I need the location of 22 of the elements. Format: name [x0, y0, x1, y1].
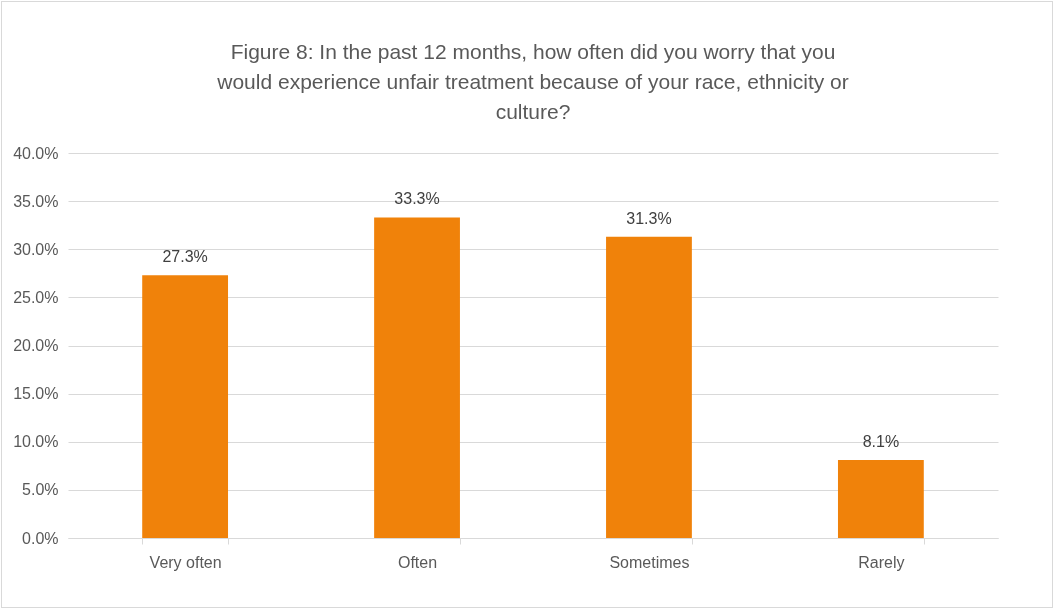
- x-tick-label: Very often: [149, 553, 222, 571]
- y-tick-label: 5.0%: [22, 481, 59, 499]
- bar: [142, 275, 229, 538]
- bar: [837, 460, 924, 538]
- y-tick-label: 40.0%: [13, 144, 59, 162]
- x-tick-label: Often: [397, 553, 438, 571]
- data-label: 33.3%: [394, 190, 440, 208]
- data-label: 27.3%: [162, 248, 208, 266]
- bar: [606, 236, 692, 538]
- x-tick-label: Sometimes: [609, 553, 690, 571]
- chart-title: Figure 8: In the past 12 months, how often did you worry that you would experience unfair treatment because of your race, ethnicity or culture?: [216, 40, 849, 123]
- data-label: 31.3%: [626, 209, 672, 227]
- bar: [374, 217, 460, 538]
- y-tick-label: 35.0%: [13, 192, 59, 210]
- y-tick-label: 30.0%: [13, 240, 59, 258]
- y-tick-label: 25.0%: [13, 288, 59, 306]
- y-tick-label: 20.0%: [13, 337, 59, 354]
- y-tick-label: 15.0%: [13, 385, 59, 403]
- y-tick-label: 0.0%: [22, 529, 59, 547]
- x-tick-label: Rarely: [858, 553, 905, 571]
- data-label: 8.1%: [862, 433, 900, 451]
- y-tick-label: 10.0%: [13, 433, 59, 451]
